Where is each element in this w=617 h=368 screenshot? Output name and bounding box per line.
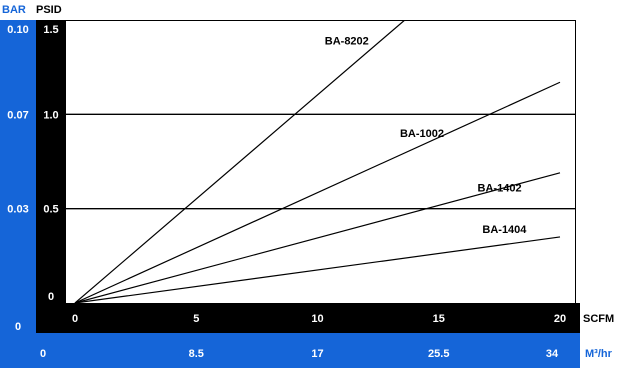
secondary-x-tick-label: 8.5 (189, 348, 204, 360)
plot-area (66, 20, 576, 303)
primary-y-tick-label: 1.5 (43, 24, 58, 36)
primary-x-tick-label: 5 (193, 313, 199, 325)
secondary-x-tick-label: 25.5 (428, 348, 449, 360)
series-line-ba-1402 (74, 172, 561, 303)
series-line-ba-8202 (74, 20, 406, 303)
primary-y-axis-title: PSID (36, 4, 62, 16)
primary-x-tick-label: 20 (554, 313, 566, 325)
series-line-ba-1404 (74, 236, 561, 303)
secondary-y-axis-title: BAR (2, 4, 26, 16)
secondary-x-tick-label: 0 (40, 348, 46, 360)
series-label-ba-1002: BA-1002 (400, 128, 444, 140)
primary-y-tick-label: 1.0 (43, 109, 58, 121)
secondary-y-tick-label: 0 (15, 321, 21, 333)
secondary-y-tick-label: 0.07 (7, 109, 28, 121)
secondary-y-tick-label: 0.03 (7, 204, 28, 216)
secondary-x-axis-band (0, 333, 580, 368)
secondary-y-axis-band (0, 20, 36, 345)
secondary-x-tick-label: 34 (546, 348, 559, 360)
primary-x-tick-label: 15 (433, 313, 445, 325)
primary-x-axis-title: SCFM (583, 313, 614, 325)
series-label-ba-8202: BA-8202 (325, 36, 369, 48)
series-line-ba-1002 (74, 81, 561, 303)
secondary-y-tick-label: 0.10 (7, 24, 28, 36)
secondary-x-tick-label: 17 (311, 348, 323, 360)
primary-x-tick-label: 0 (72, 313, 78, 325)
primary-y-tick-label: 0.5 (43, 204, 58, 216)
secondary-x-axis-title: M³/hr (585, 348, 613, 360)
grid-lines (66, 20, 576, 303)
primary-x-axis-band (36, 303, 580, 333)
series-label-ba-1402: BA-1402 (478, 183, 522, 195)
primary-y-axis-band (36, 20, 66, 333)
primary-y-tick-label: 0 (48, 291, 54, 303)
series-label-ba-1404: BA-1404 (482, 224, 527, 236)
tick-labels: 0 5 10 15 20 0 0.5 1.0 1.5 0 8.5 17 25.5 34 0 0.03 0.07 0… (7, 24, 566, 360)
series-lines (74, 20, 561, 303)
primary-x-tick-label: 10 (311, 313, 323, 325)
